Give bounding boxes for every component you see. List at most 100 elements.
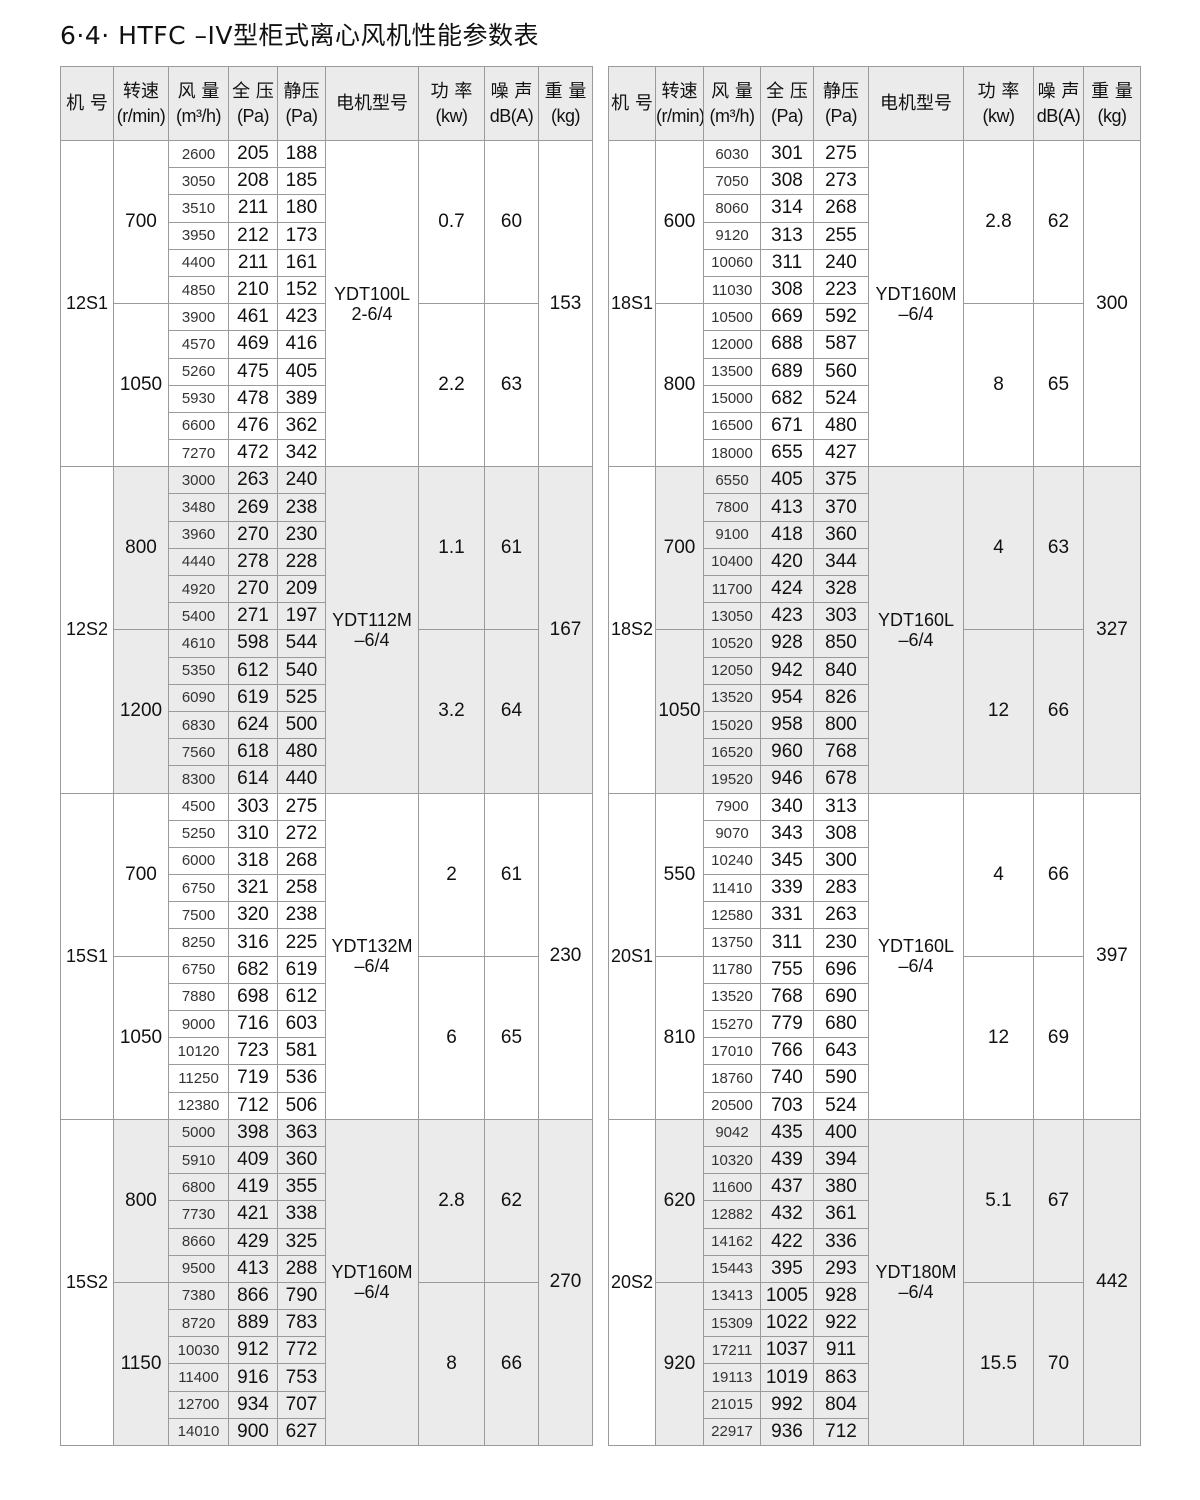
- total-pressure: 619: [228, 683, 278, 712]
- total-pressure: 314: [760, 194, 814, 223]
- table-row: 12882 432 361: [609, 1200, 1141, 1229]
- power: 8: [963, 303, 1034, 468]
- header-label: 噪 声: [490, 80, 533, 102]
- total-pressure: 689: [760, 357, 814, 386]
- table-row: 19520 946 678: [609, 765, 1141, 794]
- motor-line-2: –6/4: [898, 629, 934, 650]
- airflow: 12050: [703, 656, 761, 685]
- motor-model: YDT112M –6/4: [325, 466, 419, 794]
- performance-table-left: 机 号转速 (r/min) 风 量 (m³/h) 全 压 (Pa) 静压 (Pa) 电机型号功 …: [60, 66, 593, 1447]
- static-pressure: 680: [813, 1009, 869, 1039]
- static-pressure: 380: [813, 1173, 869, 1202]
- airflow: 12882: [703, 1200, 761, 1229]
- airflow: 3960: [168, 520, 229, 549]
- airflow: 13050: [703, 602, 761, 631]
- speed-rpm: 1050: [113, 955, 169, 1120]
- table-row: 8250 316 225: [61, 928, 593, 957]
- total-pressure: 398: [228, 1118, 278, 1147]
- total-pressure: 432: [760, 1200, 814, 1229]
- airflow: 15443: [703, 1254, 761, 1283]
- speed-rpm: 920: [655, 1281, 704, 1447]
- static-pressure: 272: [277, 819, 326, 848]
- static-pressure: 928: [813, 1281, 869, 1311]
- static-pressure: 255: [813, 221, 869, 250]
- weight: 270: [538, 1118, 593, 1447]
- motor-line-2: 2-6/4: [351, 303, 393, 324]
- table-row: 5910 409 360: [61, 1145, 593, 1175]
- table-row: 3510 211 180: [61, 194, 593, 223]
- table-row: 4570 469 416: [61, 330, 593, 359]
- header-noise: 噪 声 dB(A): [1033, 66, 1084, 141]
- table-row: 11600 437 380: [609, 1173, 1141, 1202]
- table-row: 9070 343 308: [609, 819, 1141, 848]
- airflow: 8300: [168, 765, 229, 794]
- table-row: 3480 269 238: [61, 493, 593, 522]
- power: 8: [418, 1281, 485, 1447]
- header-unit: (Pa): [824, 105, 858, 126]
- static-pressure: 238: [277, 493, 326, 522]
- total-pressure: 424: [760, 574, 814, 604]
- header-label: 静压: [283, 80, 320, 102]
- table-row: 3950 212 173: [61, 221, 593, 250]
- total-pressure: 866: [228, 1281, 278, 1311]
- header-total-pressure: 全 压 (Pa): [760, 66, 814, 141]
- total-pressure: 960: [760, 738, 814, 767]
- header-unit: (kg): [1097, 105, 1128, 126]
- header-total-pressure: 全 压 (Pa): [228, 66, 278, 141]
- static-pressure: 197: [277, 602, 326, 631]
- table-row: 810 11780 755 696 12 69: [609, 955, 1141, 1120]
- static-pressure: 228: [277, 547, 326, 577]
- total-pressure: 928: [760, 629, 814, 658]
- table-row: 21015 992 804: [609, 1390, 1141, 1419]
- table-row: 10120 723 581: [61, 1037, 593, 1066]
- total-pressure: 946: [760, 765, 814, 794]
- motor-line-1: YDT100L: [333, 283, 411, 304]
- static-pressure: 540: [277, 656, 326, 685]
- motor-line-1: YDT112M: [332, 609, 412, 630]
- motor-line-2: –6/4: [898, 1282, 934, 1303]
- static-pressure: 273: [813, 167, 869, 196]
- table-row: 18760 740 590: [609, 1064, 1141, 1093]
- table-row: 1200 4610 598 544 3.2 64: [61, 629, 593, 794]
- static-pressure: 922: [813, 1309, 869, 1338]
- static-pressure: 480: [813, 411, 869, 441]
- motor-line-2: –6/4: [898, 303, 934, 324]
- airflow: 4500: [168, 792, 229, 821]
- table-row: 13520 768 690: [609, 982, 1141, 1012]
- airflow: 15309: [703, 1309, 761, 1338]
- fan-model: 20S1: [608, 792, 656, 1120]
- static-pressure: 360: [277, 1145, 326, 1175]
- total-pressure: 310: [228, 819, 278, 848]
- total-pressure: 958: [760, 710, 814, 740]
- table-row: 3050 208 185: [61, 167, 593, 196]
- static-pressure: 263: [813, 901, 869, 930]
- header-unit: (kg): [551, 105, 581, 126]
- table-row: 15000 682 524: [609, 384, 1141, 413]
- header-label: 风 量: [711, 80, 753, 102]
- table-row: 20S1 550 7900 340 313 YDT160L –6/4 4 66 397: [608, 792, 1141, 1120]
- airflow: 10120: [168, 1037, 229, 1066]
- airflow: 13750: [703, 928, 761, 957]
- static-pressure: 524: [813, 384, 869, 413]
- table-row: 19113 1019 863: [609, 1363, 1141, 1392]
- motor-model: YDT132M –6/4: [325, 792, 419, 1120]
- airflow: 5260: [168, 357, 229, 386]
- total-pressure: 461: [228, 303, 278, 332]
- total-pressure: 889: [228, 1309, 278, 1338]
- airflow: 11250: [168, 1064, 229, 1093]
- table-row: 6090 619 525: [61, 683, 593, 712]
- speed-rpm: 1050: [655, 629, 704, 794]
- static-pressure: 152: [277, 275, 326, 305]
- airflow: 10060: [703, 248, 761, 277]
- static-pressure: 268: [813, 194, 869, 223]
- static-pressure: 500: [277, 710, 326, 740]
- table-row: 7560 618 480: [61, 738, 593, 767]
- static-pressure: 338: [277, 1200, 326, 1229]
- power: 0.7: [418, 139, 485, 305]
- table-row: 8660 429 325: [61, 1227, 593, 1256]
- static-pressure: 283: [813, 874, 869, 903]
- table-row: 5930 478 389: [61, 384, 593, 413]
- airflow: 15000: [703, 384, 761, 413]
- table-row: 5350 612 540: [61, 656, 593, 685]
- table-row: 11030 308 223: [609, 275, 1141, 305]
